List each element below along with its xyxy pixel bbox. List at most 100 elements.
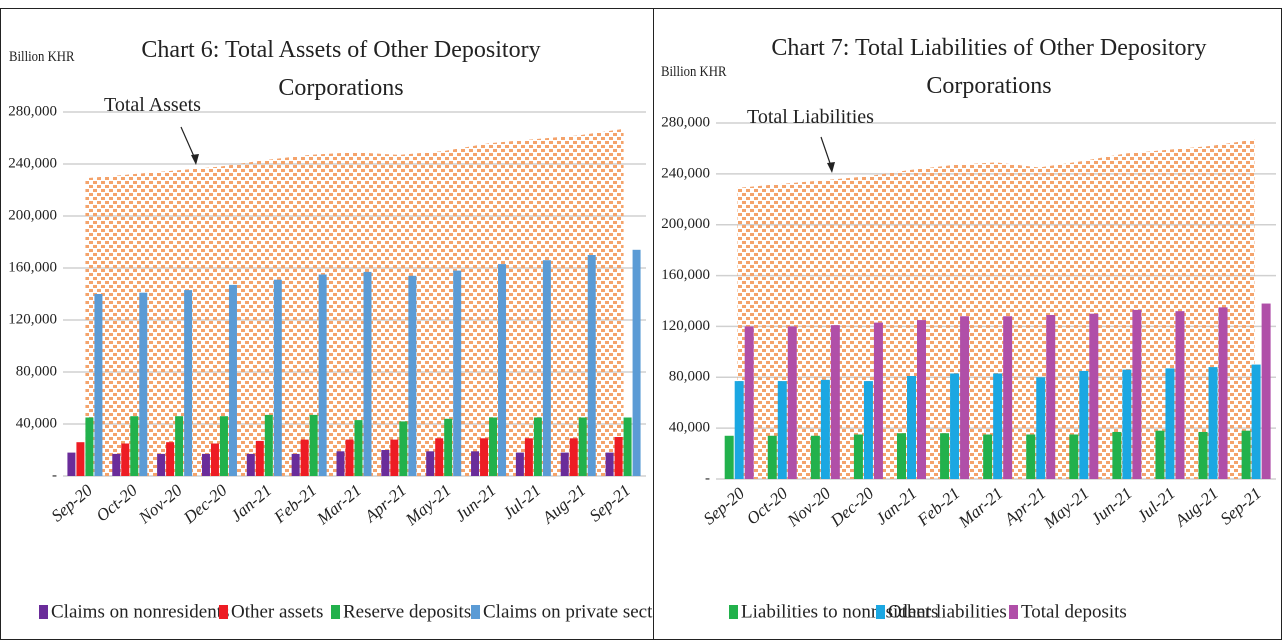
x-tick-label: Sep-20 — [700, 483, 749, 528]
bar — [309, 414, 318, 476]
bar — [897, 433, 906, 479]
y-tick-label: 240,000 — [661, 165, 710, 181]
bar — [820, 379, 830, 479]
bar — [300, 439, 309, 476]
x-tick-label: Dec-20 — [826, 483, 878, 531]
bar — [533, 417, 542, 476]
arrow-head — [191, 154, 199, 165]
x-tick-label: Sep-20 — [48, 480, 97, 525]
bar — [157, 453, 166, 476]
legend-swatch — [1009, 605, 1018, 619]
y-tick-label: - — [52, 467, 57, 483]
y-tick-label: 120,000 — [8, 311, 57, 327]
bar — [560, 452, 569, 476]
y-tick-label: 40,000 — [669, 420, 710, 436]
y-tick-label: 40,000 — [16, 415, 57, 431]
x-tick-label: Feb-21 — [913, 484, 964, 531]
chart-title: Chart 6: Total Assets of Other Depositor… — [141, 37, 541, 101]
x-tick-label: Jul-21 — [499, 481, 544, 523]
legend-swatch — [331, 605, 340, 619]
bar — [1251, 364, 1261, 479]
x-tick-label: Mar-21 — [954, 484, 1007, 532]
x-tick-label: Feb-21 — [270, 481, 321, 528]
y-tick-label: - — [705, 470, 710, 486]
legend-swatch — [39, 605, 48, 619]
bar — [993, 373, 1003, 479]
bar — [873, 322, 883, 479]
chart-title: Chart 7: Total Liabilities of Other Depo… — [771, 35, 1207, 99]
bar — [587, 255, 596, 476]
bar — [983, 434, 993, 479]
legend-swatch — [219, 605, 228, 619]
arrow-head — [827, 162, 835, 173]
bar — [318, 274, 327, 476]
bar — [614, 437, 623, 476]
bar — [767, 435, 777, 479]
bar — [426, 451, 435, 476]
bar — [264, 414, 273, 476]
bar — [166, 442, 175, 476]
legend-swatch — [729, 605, 738, 619]
bar — [1218, 307, 1228, 479]
bar — [1208, 367, 1218, 479]
bar — [1122, 369, 1132, 479]
bar — [1079, 370, 1089, 479]
legend-label: Total deposits — [1021, 601, 1127, 622]
bar — [578, 417, 587, 476]
bar — [724, 435, 734, 479]
bar — [1155, 430, 1165, 479]
bar — [399, 421, 408, 476]
annotation: Total Assets — [104, 94, 201, 116]
x-tick-label: May-21 — [401, 481, 454, 530]
bar — [471, 451, 480, 476]
bar — [121, 443, 130, 476]
bar — [336, 451, 345, 476]
bar — [542, 260, 551, 476]
bar — [139, 292, 148, 476]
x-tick-label: Sep-21 — [1217, 484, 1265, 529]
legend-label: Liabilities to nonresidents — [741, 601, 938, 622]
bar — [444, 418, 453, 476]
y-tick-label: 240,000 — [8, 155, 57, 171]
y-tick-label: 120,000 — [661, 318, 710, 334]
legend-label: Claims on private sector — [483, 601, 653, 622]
bar — [734, 381, 744, 479]
x-tick-label: Mar-21 — [313, 481, 366, 529]
bar — [917, 320, 926, 479]
bar — [1036, 377, 1046, 479]
bar — [1069, 434, 1079, 479]
bar — [777, 381, 787, 479]
bar — [1089, 313, 1099, 479]
y-tick-label: 280,000 — [661, 114, 710, 130]
bar — [1261, 303, 1271, 479]
bar — [498, 264, 507, 476]
bar — [863, 381, 873, 479]
y-tick-label: 80,000 — [669, 369, 710, 385]
bar — [246, 453, 255, 476]
bar — [907, 376, 916, 479]
y-tick-label: 280,000 — [8, 103, 57, 119]
bar — [744, 326, 754, 479]
bar — [381, 450, 390, 476]
x-tick-label: Apr-21 — [360, 481, 410, 527]
chart-panel: Chart 6: Total Assets of Other Depositor… — [0, 8, 654, 640]
bar — [1046, 314, 1056, 479]
bar — [94, 294, 103, 476]
bar — [632, 249, 641, 476]
y-tick-label: 200,000 — [8, 207, 57, 223]
x-tick-label: Jan-21 — [872, 484, 920, 529]
bar — [85, 417, 94, 476]
bar — [112, 453, 121, 476]
y-tick-label: 160,000 — [661, 267, 710, 283]
bar — [1132, 309, 1142, 479]
y-tick-label: 160,000 — [8, 259, 57, 275]
bar — [787, 326, 797, 479]
bar — [1198, 431, 1208, 479]
bar — [1175, 311, 1185, 479]
bar — [354, 420, 363, 476]
chart-panel: Chart 7: Total Liabilities of Other Depo… — [653, 8, 1282, 640]
bar — [435, 438, 444, 476]
bar — [960, 316, 970, 479]
bar — [489, 417, 498, 476]
